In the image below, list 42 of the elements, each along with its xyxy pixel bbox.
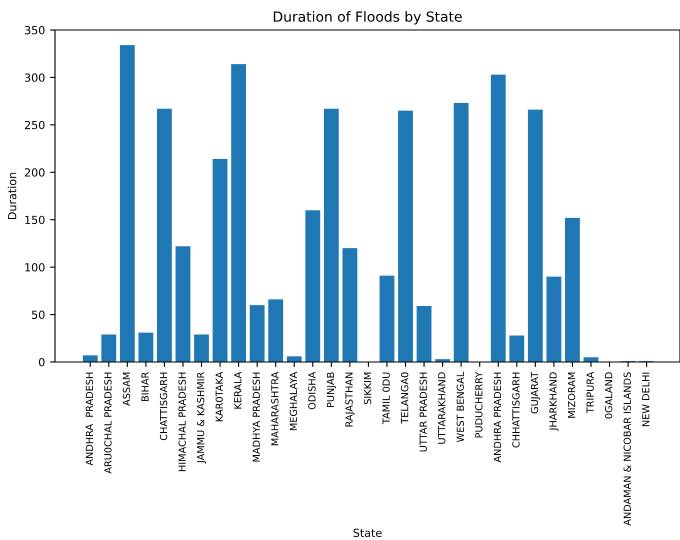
x-tick-label: PUDUCHERRY	[475, 372, 483, 438]
y-axis-title: Duration	[8, 172, 16, 220]
chart-title: Duration of Floods by State	[274, 11, 462, 25]
x-tick-label: KERALA	[234, 372, 242, 409]
x-tick-label: CHATTISGARH	[160, 372, 168, 440]
x-tick-label: UTTARAKHAND	[438, 372, 446, 444]
y-tick-label: 0	[38, 358, 45, 366]
y-tick-label: 100	[25, 263, 45, 272]
x-tick-label: MAHARASHTRA	[271, 372, 279, 446]
y-tick-label: 150	[25, 216, 45, 224]
x-tick-label: ASSAM	[122, 372, 130, 406]
x-tick-label: JAMMU & KASHMIR	[196, 372, 206, 464]
x-tick-label: ANDAMAN & NICOBAR ISLANDS	[624, 372, 631, 526]
x-tick-label: WEST BENGAL	[456, 372, 464, 442]
x-tick-label: CHHATTISGARH	[512, 372, 520, 448]
x-tick-label: MADHYA PRADESH	[252, 372, 260, 462]
x-tick-label: ANDHRA PRADESH	[494, 372, 502, 462]
x-tick-label: ANDHRA PRADESH	[86, 372, 94, 466]
x-tick-label: HIMACHAL PRADESH	[178, 372, 186, 472]
x-tick-label: ODISHA	[308, 372, 316, 410]
y-tick-label: 50	[32, 310, 45, 319]
y-tick-label: 350	[24, 26, 45, 34]
x-tick-label: SIKKIM	[364, 372, 372, 404]
x-tick-label: RAJASTHAN	[345, 372, 355, 426]
x-tick-label: JHARKHAND	[549, 372, 559, 431]
y-tick-label: 300	[24, 73, 45, 82]
x-tick-label: TRIPURA	[586, 372, 594, 414]
x-tick-label: MEGHALAYA	[290, 372, 298, 430]
x-tick-label: 0GALAND	[604, 372, 612, 418]
x-tick-label: GUJARAT	[530, 372, 540, 414]
x-tick-label: KAR0TAKA	[216, 372, 223, 422]
x-tick-label: TELANGA0	[400, 372, 408, 424]
x-tick-label: BIHAR	[141, 372, 149, 402]
x-tick-label: MIZORAM	[568, 372, 576, 418]
x-tick-label: PUNJAB	[326, 372, 336, 408]
x-tick-label: ARU0CHAL PRADESH	[104, 372, 112, 474]
y-tick-label: 200	[24, 168, 45, 177]
x-tick-label: TAMIL 0DU	[382, 372, 390, 424]
x-tick-label: UTTAR PRADESH	[420, 372, 427, 452]
y-tick-label: 250	[24, 120, 45, 130]
x-axis-title: State	[354, 528, 382, 538]
x-tick-label: NEW DELHI	[642, 372, 650, 426]
